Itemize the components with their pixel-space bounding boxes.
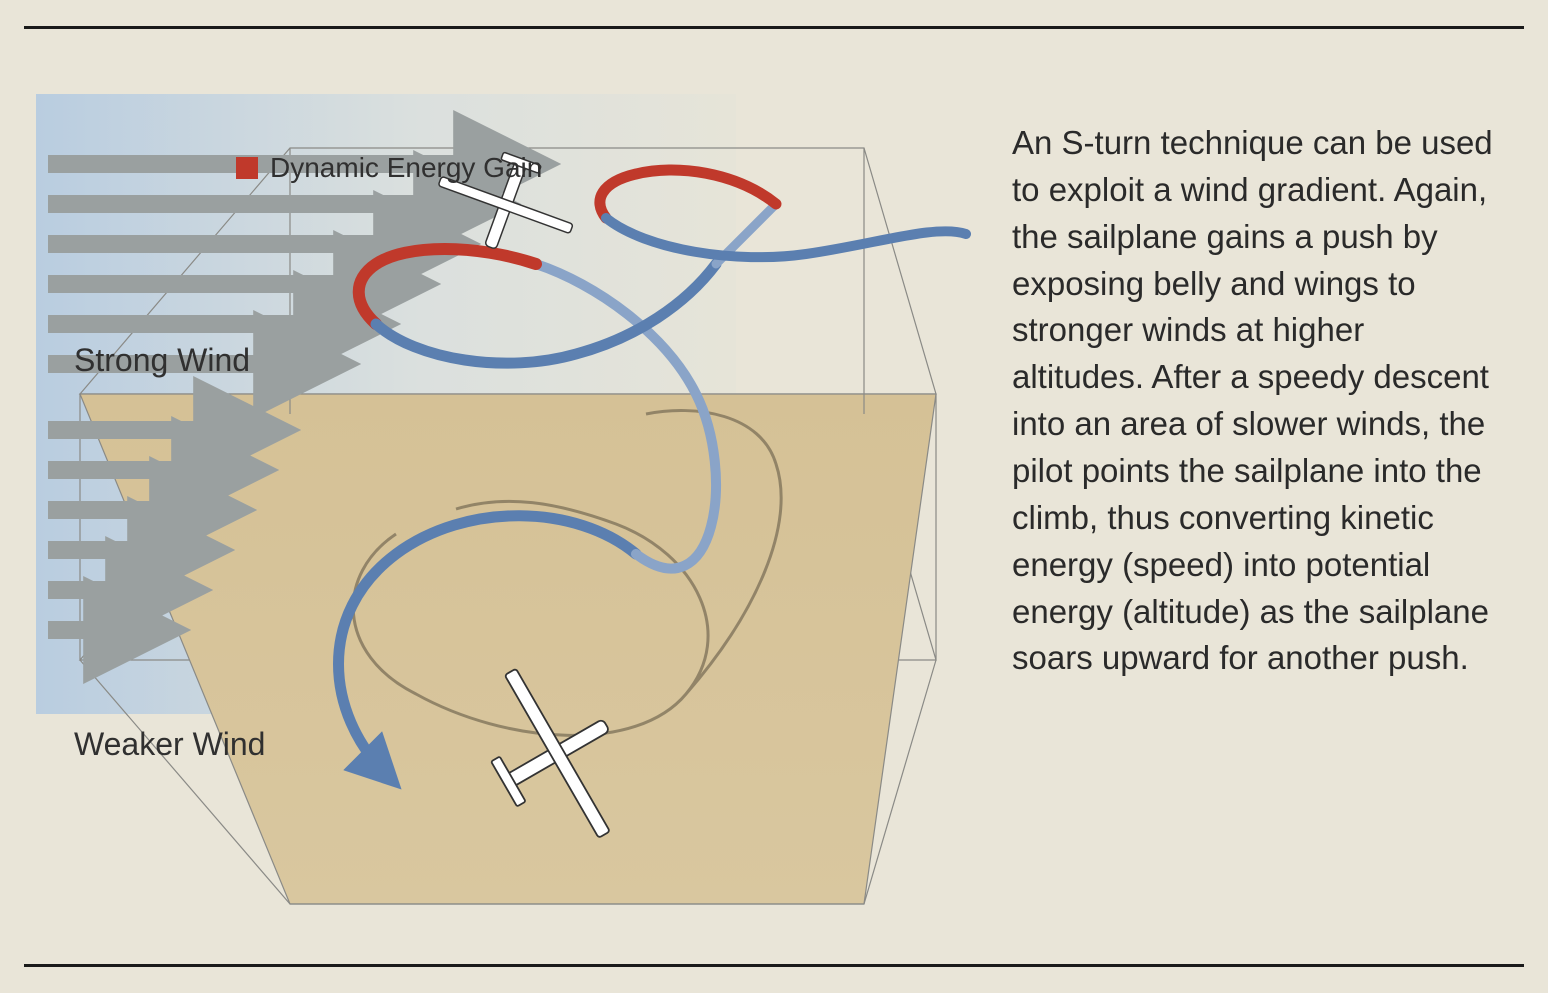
legend-label: Dynamic Energy Gain [270, 152, 542, 184]
legend-swatch-icon [236, 157, 258, 179]
top-rule [24, 26, 1524, 29]
caption-text: An S-turn technique can be used to explo… [1012, 120, 1502, 682]
page: Dynamic Energy Gain Strong Wind Weaker W… [0, 0, 1548, 993]
diagram-svg [36, 54, 992, 934]
label-strong-wind: Strong Wind [74, 342, 250, 379]
legend: Dynamic Energy Gain [236, 152, 542, 184]
label-weaker-wind: Weaker Wind [74, 726, 265, 763]
bottom-rule [24, 964, 1524, 967]
diagram: Dynamic Energy Gain Strong Wind Weaker W… [36, 54, 992, 934]
